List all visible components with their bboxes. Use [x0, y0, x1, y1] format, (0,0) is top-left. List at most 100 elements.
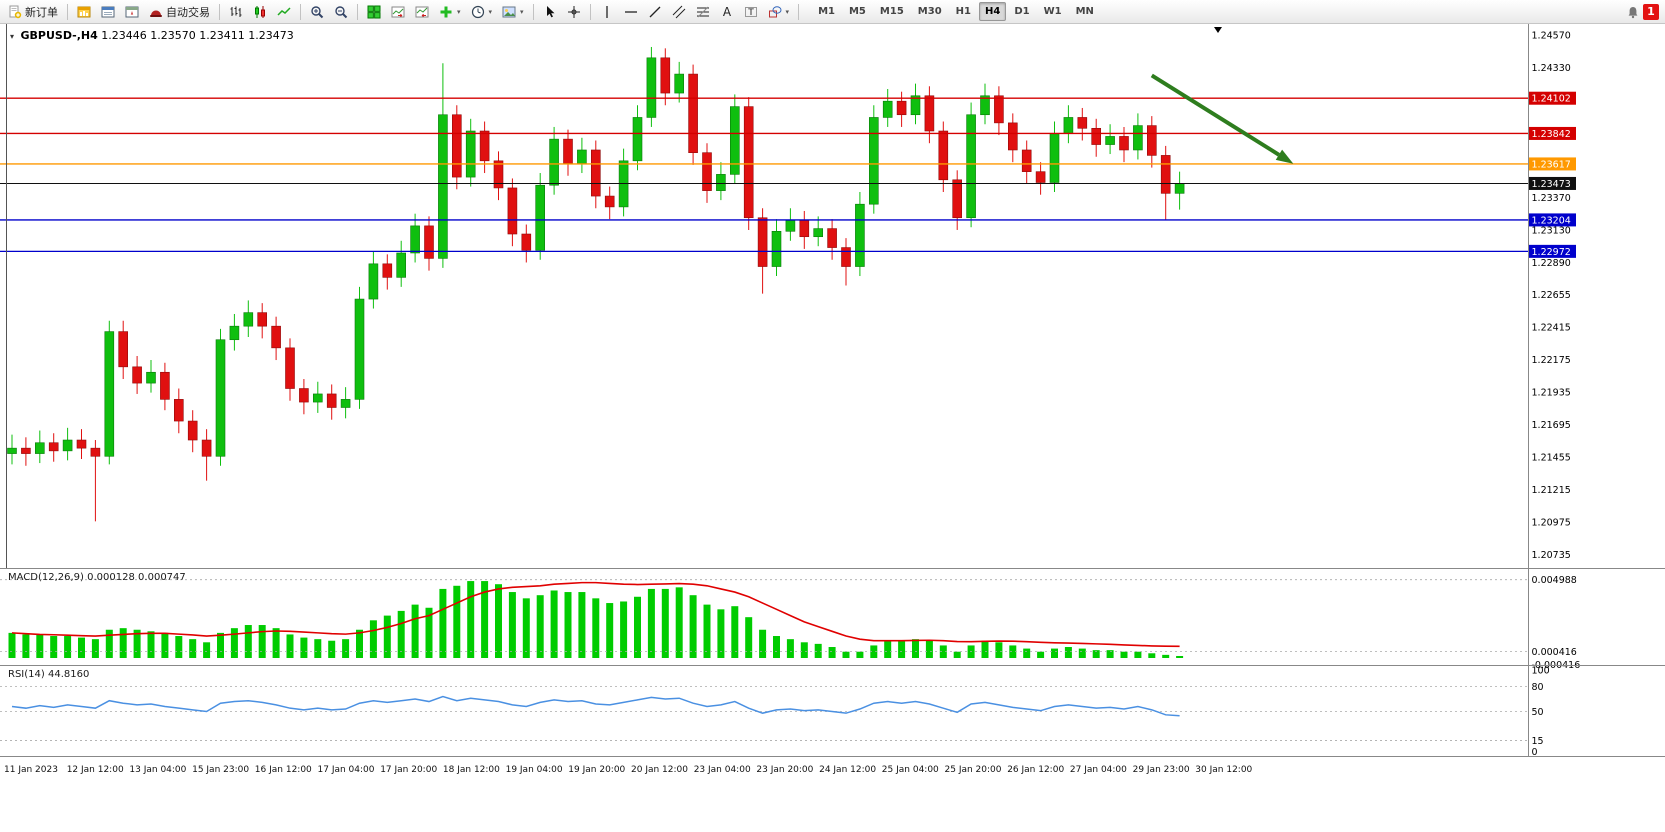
- periods-button[interactable]: ▾: [467, 2, 497, 22]
- macd-histogram-bar: [22, 634, 30, 658]
- macd-histogram-bar: [1064, 647, 1072, 658]
- macd-histogram-bar: [244, 625, 252, 658]
- bar-chart-button[interactable]: [225, 2, 247, 22]
- time-axis-label: 24 Jan 12:00: [819, 765, 876, 775]
- macd-histogram-bar: [119, 628, 127, 658]
- shapes-button[interactable]: ▾: [764, 2, 794, 22]
- timeframe-h1-button[interactable]: H1: [950, 2, 977, 21]
- zoom-in-button[interactable]: [306, 2, 328, 22]
- time-axis-label: 15 Jan 23:00: [192, 765, 249, 775]
- price-chart[interactable]: 1.24102 1.23842 1.23617 1.23473 1.23204 1.229…: [0, 24, 1665, 782]
- price-badge-label: 1.23204: [1532, 215, 1571, 226]
- toolbar-separator: [798, 3, 800, 20]
- timeframe-m5-button[interactable]: M5: [843, 2, 872, 21]
- macd-histogram-bar: [800, 642, 808, 658]
- data-window-button[interactable]: [97, 2, 119, 22]
- notification-badge[interactable]: 1: [1643, 3, 1659, 20]
- timeframe-h4-button[interactable]: H4: [978, 2, 1007, 21]
- templates-button[interactable]: ▾: [498, 2, 528, 22]
- ohlc-toggle-icon[interactable]: ▾: [10, 32, 15, 41]
- price-axis-label: 1.22415: [1532, 322, 1571, 333]
- trendline-button[interactable]: [644, 2, 666, 22]
- macd-histogram-bar: [147, 631, 155, 658]
- price-axis-label: 1.23130: [1532, 225, 1571, 236]
- time-axis-label: 23 Jan 20:00: [756, 765, 813, 775]
- macd-histogram-bar: [314, 639, 322, 658]
- time-axis-label: 30 Jan 12:00: [1195, 765, 1252, 775]
- macd-histogram-bar: [731, 606, 739, 658]
- timeframe-w1-button[interactable]: W1: [1038, 2, 1068, 21]
- indicator-add-icon: [439, 5, 453, 19]
- zoom-out-button[interactable]: [330, 2, 352, 22]
- macd-histogram-bar: [564, 592, 572, 658]
- price-axis-label: 1.21215: [1532, 485, 1571, 496]
- text-icon: A: [720, 5, 734, 19]
- horizontal-line-button[interactable]: [620, 2, 642, 22]
- timeframe-mn-button[interactable]: MN: [1070, 2, 1100, 21]
- time-axis-label: 20 Jan 12:00: [631, 765, 688, 775]
- macd-histogram-bar: [258, 625, 266, 658]
- macd-histogram-bar: [439, 588, 447, 658]
- fibonacci-button[interactable]: [692, 2, 714, 22]
- macd-histogram-bar: [50, 636, 58, 658]
- crosshair-icon: [567, 5, 581, 19]
- timeframe-d1-button[interactable]: D1: [1008, 2, 1035, 21]
- price-badge: [1529, 213, 1576, 227]
- macd-histogram-bar: [495, 584, 502, 658]
- time-axis-label: 19 Jan 20:00: [568, 765, 625, 775]
- timeframe-m15-button[interactable]: M15: [874, 2, 910, 21]
- timeframe-m30-button[interactable]: M30: [912, 2, 948, 21]
- navigator-button[interactable]: [121, 2, 143, 22]
- rsi-axis-label: 15: [1532, 736, 1544, 747]
- price-badge: [1529, 157, 1576, 171]
- price-axis-label: 1.22890: [1532, 258, 1571, 269]
- chart-shift-marker[interactable]: [1214, 27, 1222, 33]
- time-axis-label: 25 Jan 04:00: [882, 765, 939, 775]
- macd-histogram-bar: [647, 588, 655, 658]
- candlestick-plot[interactable]: [7, 46, 1185, 522]
- crosshair-button[interactable]: [563, 2, 585, 22]
- macd-histogram-bar: [759, 629, 767, 658]
- chart-symbol: GBPUSD-,H4: [20, 29, 98, 42]
- channel-button[interactable]: [668, 2, 690, 22]
- market-watch-button[interactable]: [73, 2, 95, 22]
- vertical-line-button[interactable]: [596, 2, 618, 22]
- price-axis-label: 1.22655: [1532, 290, 1571, 301]
- auto-scroll-button[interactable]: [387, 2, 409, 22]
- tile-windows-button[interactable]: [363, 2, 385, 22]
- candlestick-chart-button[interactable]: [249, 2, 271, 22]
- text-label-button[interactable]: T: [740, 2, 762, 22]
- macd-histogram-bar: [369, 620, 377, 658]
- price-axis-label: 1.20975: [1532, 518, 1571, 529]
- chart-title: ▾ GBPUSD-,H4 1.23446 1.23570 1.23411 1.2…: [10, 29, 294, 42]
- trend-arrow-annotation[interactable]: [1150, 73, 1280, 157]
- macd-name: MACD(12,26,9): [8, 572, 84, 583]
- chart-shift-button[interactable]: [411, 2, 433, 22]
- macd-histogram-bar: [814, 643, 822, 658]
- price-levels: 1.24102 1.23842 1.23617 1.23473 1.23204 1.229…: [0, 91, 1576, 258]
- label-icon: T: [744, 5, 758, 19]
- macd-histogram-bar: [230, 628, 238, 658]
- price-axis-label: 1.21935: [1532, 387, 1571, 398]
- macd-histogram-bar: [522, 598, 530, 658]
- auto-trading-button[interactable]: 自动交易: [145, 2, 214, 22]
- macd-histogram-bar: [189, 639, 197, 658]
- timeframe-m1-button[interactable]: M1: [812, 2, 841, 21]
- timeframe-group: M1 M5 M15 M30 H1 H4 D1 W1 MN: [811, 2, 1101, 21]
- rsi-panel[interactable]: 100 80 50 150: [0, 666, 1550, 759]
- text-button[interactable]: A: [716, 2, 738, 22]
- price-badge-label: 1.23473: [1532, 179, 1571, 190]
- cursor-button[interactable]: [539, 2, 561, 22]
- macd-histogram-bar: [64, 636, 72, 658]
- macd-histogram-bar: [634, 596, 641, 658]
- macd-histogram-bar: [203, 642, 211, 658]
- time-axis-label: 12 Jan 12:00: [67, 765, 124, 775]
- macd-histogram-bar: [939, 645, 947, 658]
- price-axis-label: 1.20735: [1532, 550, 1571, 561]
- macd-axis-label: 0.004988: [1532, 575, 1577, 586]
- macd-axis-label: 0.000416: [1532, 647, 1577, 658]
- new-order-button[interactable]: 新订单: [4, 2, 62, 22]
- indicators-button[interactable]: ▾: [435, 2, 465, 22]
- line-chart-button[interactable]: [273, 2, 295, 22]
